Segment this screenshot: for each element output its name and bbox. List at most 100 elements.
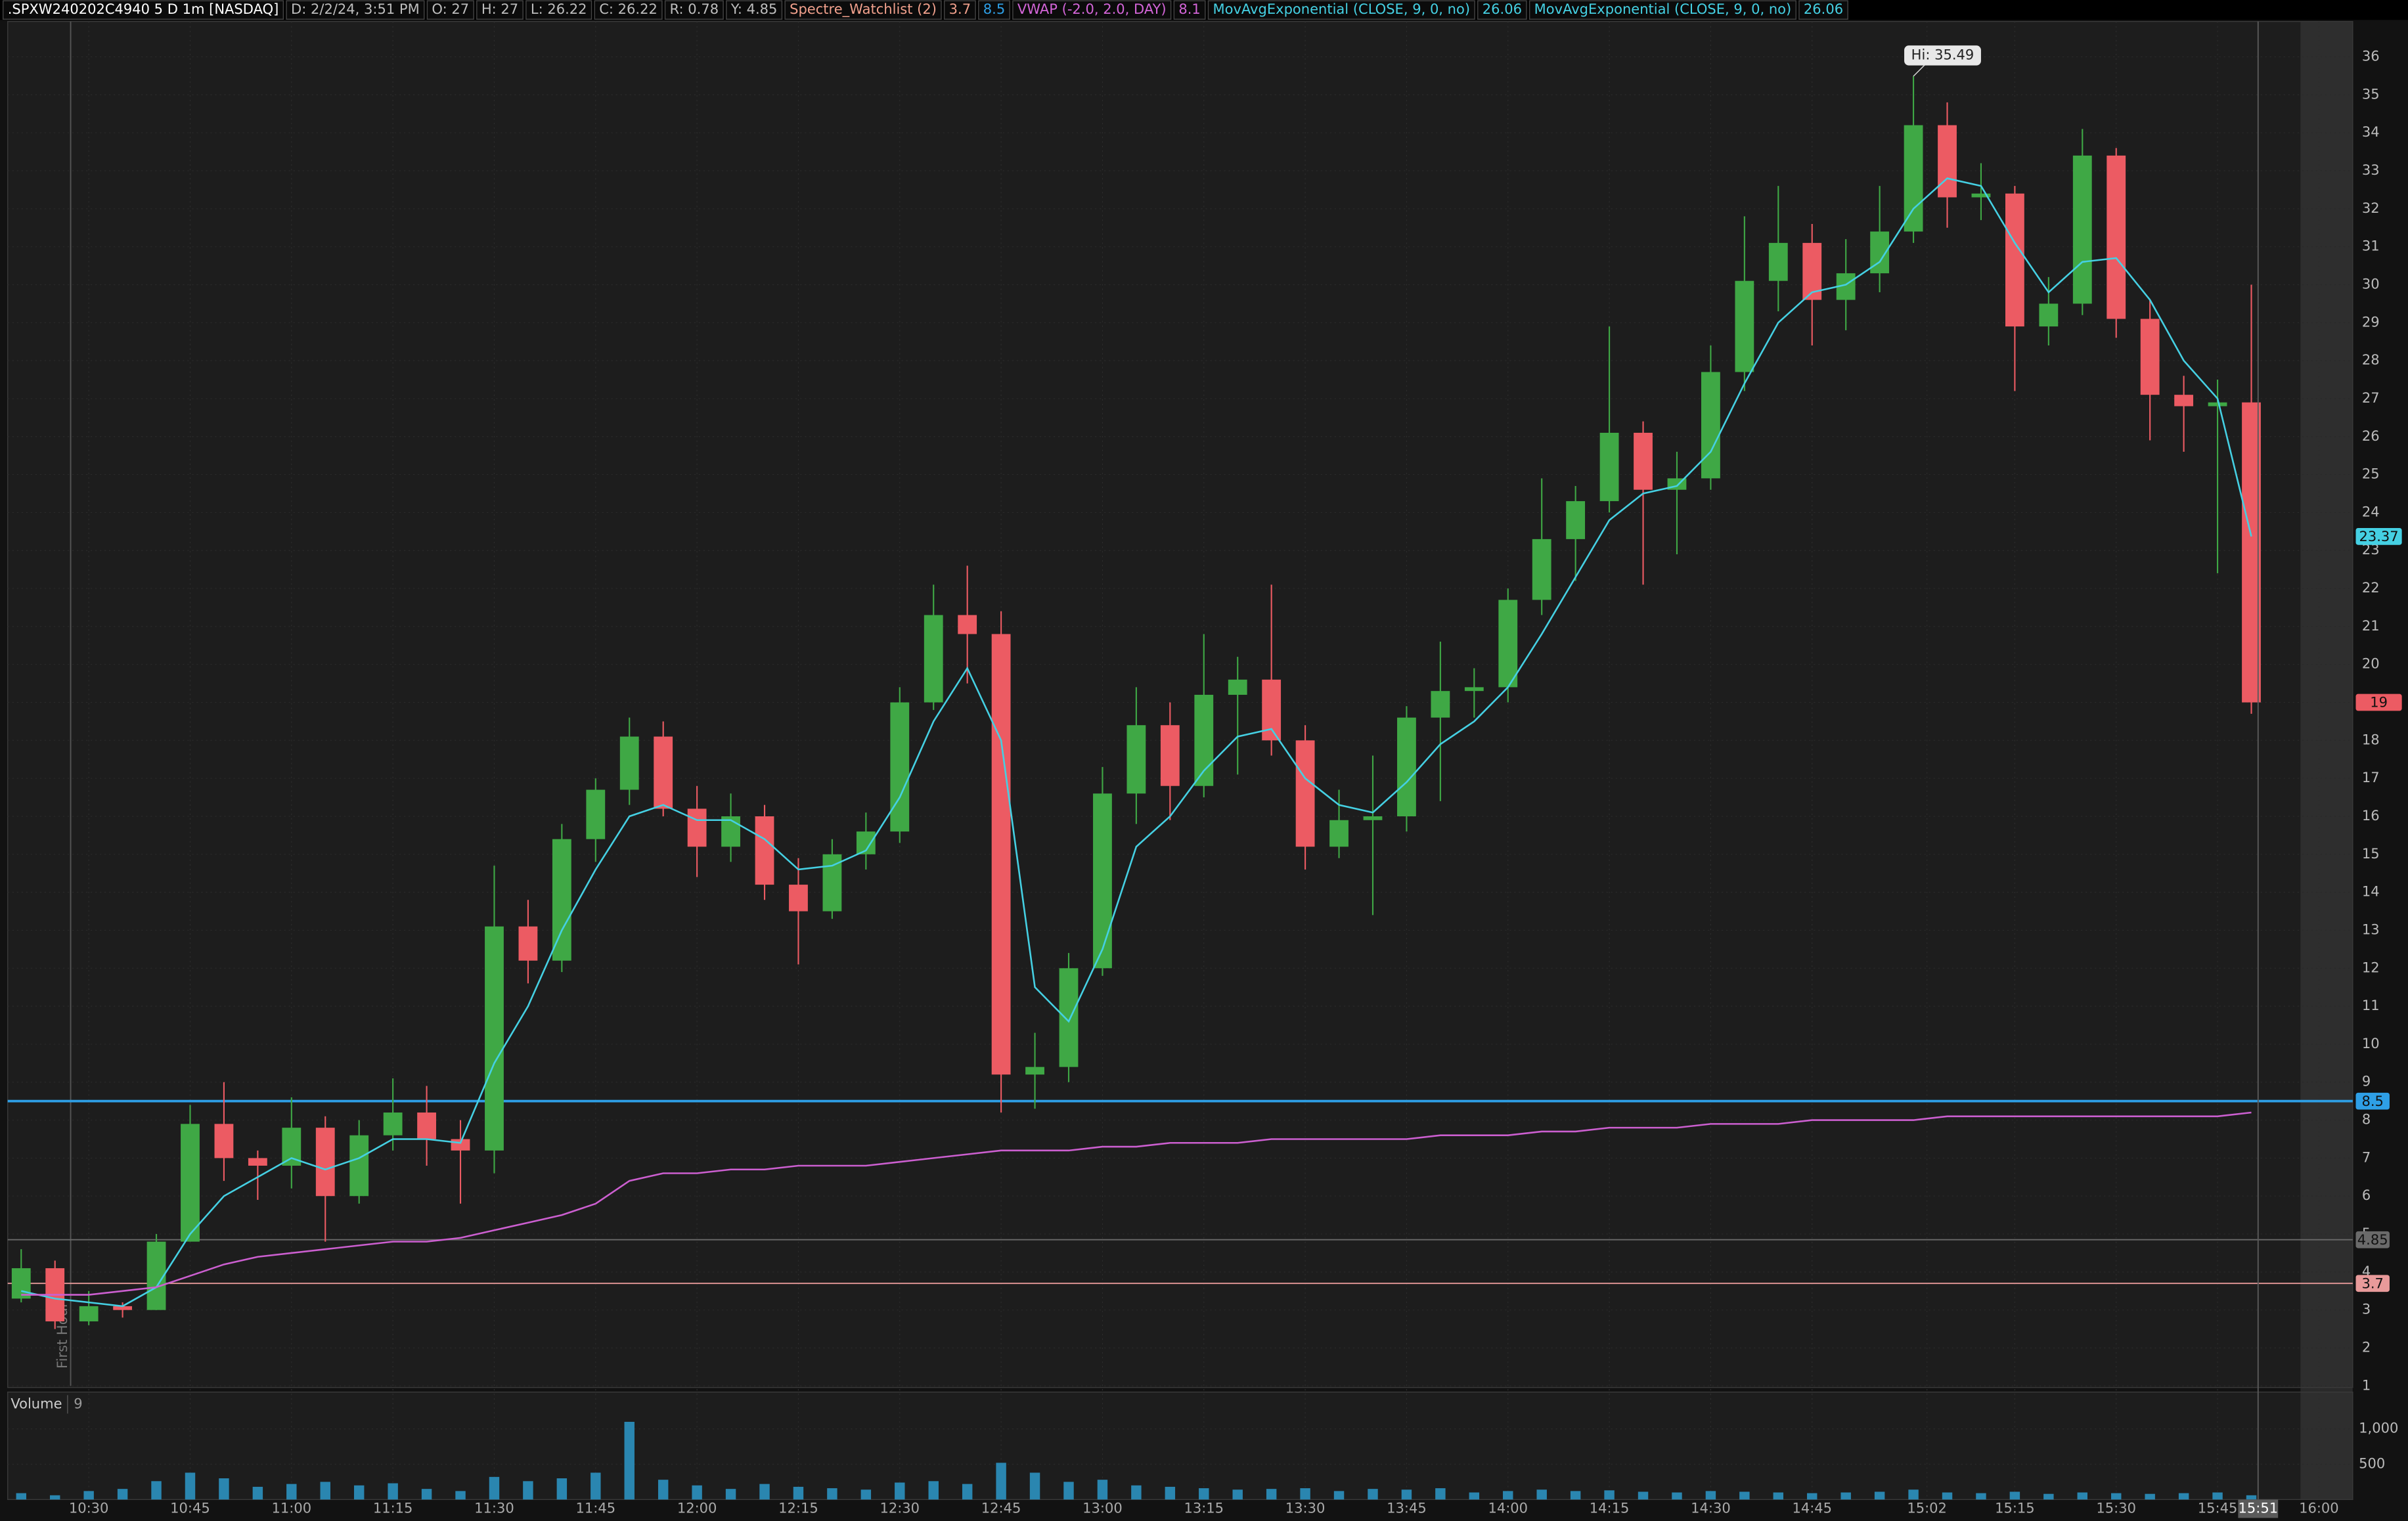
volume-bar	[1536, 1489, 1547, 1500]
y-tick-label: 6	[2362, 1187, 2371, 1203]
header-item: MovAvgExponential (CLOSE, 9, 0, no)	[1213, 1, 1470, 17]
y-tick-label: 34	[2362, 123, 2380, 140]
volume-bar	[2145, 1493, 2155, 1500]
hi-bubble	[1904, 45, 1981, 66]
volume-bar	[1672, 1492, 1682, 1500]
volume-bar	[2111, 1493, 2122, 1500]
y-tick-label: 29	[2362, 313, 2380, 330]
line-series	[20, 177, 2252, 1308]
header-box	[664, 0, 724, 20]
volume-bar	[1199, 1488, 1209, 1500]
candle-body	[1904, 125, 1923, 232]
volume-bar	[1705, 1491, 1716, 1500]
candle-body	[2039, 303, 2059, 327]
x-tick-label: 12:00	[677, 1499, 717, 1516]
header-item: D: 2/2/24, 3:51 PM	[291, 1, 420, 17]
x-tick-label: 10:30	[69, 1499, 109, 1516]
volume-bar	[388, 1483, 398, 1500]
header-item: 26.06	[1804, 1, 1843, 17]
candle-body	[1768, 242, 1788, 281]
volume-bar	[996, 1463, 1006, 1500]
candle-body	[1431, 691, 1450, 718]
volume-bar	[1435, 1488, 1446, 1500]
x-tick-label: 11:45	[576, 1499, 616, 1516]
level-tag	[2355, 1231, 2390, 1248]
candle-body	[721, 816, 740, 847]
volume-bar	[2009, 1491, 2020, 1500]
y-tick-label: 31	[2362, 238, 2380, 254]
x-tick-label: 15:15	[1995, 1499, 2035, 1516]
level-tag	[2355, 1275, 2390, 1292]
y-tick-label: 35	[2362, 85, 2380, 102]
header-item: L: 26.22	[531, 1, 587, 17]
volume-panel	[7, 1391, 2353, 1500]
volume-bar	[1401, 1489, 1412, 1500]
candle-body	[181, 1124, 200, 1242]
volume-bar	[16, 1493, 26, 1500]
volume-bar	[2077, 1492, 2088, 1500]
candle-body	[315, 1128, 335, 1197]
volume-bar	[1807, 1493, 1817, 1500]
volume-bar	[1942, 1492, 1953, 1500]
y-tick-label: 7	[2362, 1149, 2371, 1165]
header-box	[1477, 0, 1527, 20]
candle-body	[755, 816, 774, 885]
candle-body	[687, 808, 707, 847]
y-tick-label: 9	[2362, 1073, 2371, 1090]
price-tag	[2355, 694, 2402, 711]
x-tick-label: 15:02	[1907, 1499, 1947, 1516]
hi-label: Hi: 35.49	[1911, 46, 1974, 62]
header: .SPXW240202C4940 5 D 1m [NASDAQ] D: 2/2/2…	[2, 0, 1848, 20]
candle-body	[1363, 816, 1383, 820]
volume-bar	[1976, 1493, 1986, 1500]
price-tag-label: 23.37	[2359, 528, 2398, 544]
volume-bar	[1097, 1480, 1108, 1500]
x-tick-label: 12:15	[778, 1499, 818, 1516]
candle-body	[2005, 193, 2024, 327]
volume-bar	[421, 1489, 432, 1500]
y-tick-label: 28	[2362, 351, 2380, 368]
volume-bar	[725, 1489, 736, 1500]
volume-tick-label: 500	[2359, 1455, 2385, 1472]
header-item: 8.1	[1178, 1, 1200, 17]
candle-body	[1599, 432, 1619, 502]
axes: 1234567891011121314151617181920212223242…	[11, 48, 2402, 1518]
header-item: VWAP (-2.0, 2.0, DAY)	[1017, 1, 1167, 17]
candle-body	[79, 1306, 99, 1322]
header-box	[726, 0, 783, 20]
x-tick-label: 14:30	[1691, 1499, 1731, 1516]
volume-bar	[1131, 1485, 1142, 1500]
price-tag	[2355, 527, 2402, 545]
volume-bar	[895, 1482, 905, 1500]
header-item: O: 27	[432, 1, 469, 17]
y-tick-label: 10	[2362, 1035, 2380, 1051]
volume-bar	[2178, 1493, 2189, 1500]
candle-body	[1634, 432, 1653, 490]
candle-body	[1295, 740, 1315, 847]
volume-bar	[49, 1495, 60, 1500]
candle-body	[1701, 372, 1720, 479]
header-box	[525, 0, 592, 20]
volume-bar	[523, 1481, 533, 1500]
candle-body	[958, 615, 977, 634]
volume-bar	[1165, 1486, 1176, 1500]
volume-bar	[1638, 1491, 1649, 1500]
candle-body	[1566, 501, 1586, 539]
volume-bar	[2246, 1495, 2257, 1500]
header-item: R: 0.78	[670, 1, 719, 17]
candle-body	[1735, 280, 1754, 372]
volume-bar	[692, 1485, 702, 1500]
header-box	[1173, 0, 1206, 20]
volume-bar	[1570, 1491, 1581, 1500]
header-box	[1528, 0, 1796, 20]
candle-body	[1059, 968, 1079, 1067]
x-tick-label: 16:00	[2299, 1499, 2339, 1516]
volume-bar	[1739, 1491, 1750, 1500]
candle-body	[349, 1135, 369, 1197]
x-tick-label: 13:45	[1387, 1499, 1427, 1516]
volume-bar	[1232, 1489, 1243, 1500]
y-tick-label: 12	[2362, 959, 2380, 975]
x-tick-label: 12:45	[981, 1499, 1021, 1516]
plot: Hi: 35.49	[7, 21, 2353, 1500]
candle-body	[1532, 539, 1551, 600]
